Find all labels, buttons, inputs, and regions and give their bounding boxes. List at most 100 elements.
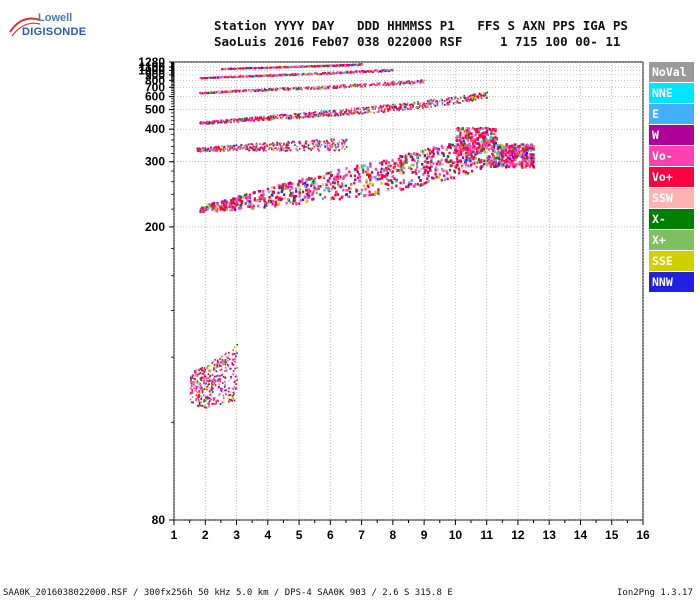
echo-point [495,137,499,141]
echo-point [294,66,297,69]
echo-point [232,349,235,351]
echo-point [268,195,271,199]
echo-point [215,366,217,369]
echo-point [217,400,219,402]
echo-point [480,93,482,96]
echo-point [395,184,398,188]
echo-point [429,162,432,166]
echo-point [285,149,287,152]
echo-point [345,167,348,170]
echo-point [417,101,419,103]
echo-point [234,375,237,378]
echo-point [297,65,300,68]
echo-point [278,196,281,200]
echo-point [345,139,348,141]
echo-point [378,70,380,73]
echo-point [318,65,321,67]
echo-point [219,121,221,124]
echo-point [294,74,297,76]
echo-point [518,163,521,166]
echo-point [198,147,201,150]
echo-point [310,72,312,75]
echo-point [496,151,499,155]
echo-point [220,91,223,94]
echo-point [465,98,468,101]
echo-point [532,165,535,168]
echo-point [240,146,242,148]
echo-point [334,176,337,179]
echo-point [482,136,485,140]
echo-point [279,185,282,189]
echo-point [351,70,354,73]
echo-point [212,149,214,152]
echo-point [253,198,256,202]
echo-point [446,172,449,175]
echo-point [313,177,316,181]
echo-point [226,356,228,359]
echo-point [285,89,288,91]
echo-point [309,143,311,146]
echo-point [302,72,305,75]
echo-point [374,105,376,108]
echo-point [387,69,389,72]
echo-point [512,150,515,153]
echo-point [303,146,306,149]
echo-point [434,104,437,107]
echo-point [445,103,448,106]
echo-point [283,87,286,90]
echo-point [449,143,452,147]
echo-point [348,85,351,88]
echo-point [220,204,224,207]
echo-point [530,158,533,162]
echo-point [206,207,209,211]
echo-point [527,163,530,167]
echo-point [362,70,365,72]
echo-point [500,160,503,164]
echo-point [426,100,429,103]
echo-point [336,64,338,67]
echo-point [371,182,374,186]
echo-point [323,87,325,90]
echo-point [203,370,206,373]
echo-point [253,75,256,78]
echo-point [302,116,305,119]
echo-point [365,83,368,86]
echo-point [211,206,214,209]
echo-point [332,110,335,112]
echo-point [441,162,444,166]
echo-point [436,102,439,105]
echo-point [271,118,273,121]
echo-point [407,185,410,189]
echo-point [217,378,220,381]
echo-point [373,107,376,110]
echo-point [279,148,282,150]
echo-point [429,166,432,170]
echo-point [196,404,199,407]
echo-point [232,202,235,205]
echo-point [272,88,274,91]
echo-point [316,143,318,145]
echo-point [497,150,500,153]
echo-point [317,113,319,116]
echo-point [198,402,201,405]
echo-point [457,166,460,169]
echo-point [348,170,351,174]
echo-point [393,106,396,109]
echo-point [251,147,253,150]
echo-point [388,70,391,72]
echo-point [413,82,416,84]
echo-point [313,185,316,188]
echo-point [316,139,318,141]
echo-point [277,184,280,187]
echo-point [436,104,439,107]
echo-point [443,103,446,106]
echo-point [193,381,195,383]
echo-point [259,75,261,77]
echo-point [368,190,371,194]
echo-point [218,363,221,366]
echo-point [223,397,225,400]
echo-point [306,65,309,68]
echo-point [432,177,435,180]
echo-point [385,107,387,110]
echo-point [469,152,472,156]
